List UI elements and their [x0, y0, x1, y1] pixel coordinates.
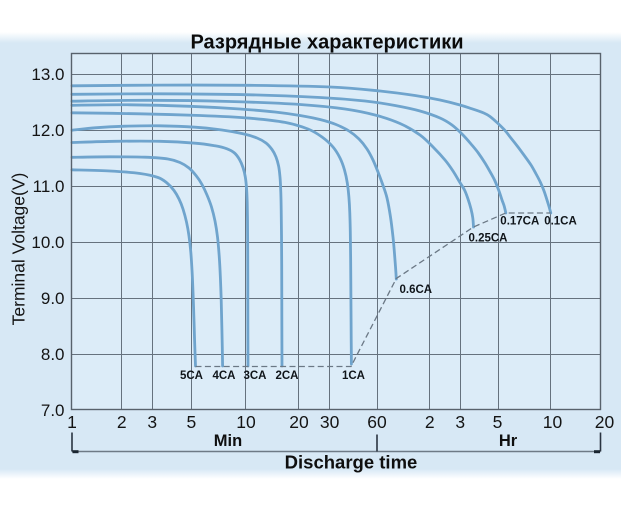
svg-text:3: 3: [147, 412, 157, 432]
svg-text:2: 2: [425, 412, 435, 432]
svg-text:10: 10: [543, 412, 563, 432]
svg-text:3CA: 3CA: [243, 370, 266, 382]
svg-text:5: 5: [493, 412, 503, 432]
svg-text:1: 1: [67, 412, 77, 432]
svg-text:Hr: Hr: [499, 432, 518, 450]
svg-text:2CA: 2CA: [275, 370, 298, 382]
svg-text:5CA: 5CA: [180, 370, 203, 382]
svg-text:20: 20: [595, 412, 615, 432]
svg-text:8.0: 8.0: [41, 345, 65, 364]
svg-text:7.0: 7.0: [41, 401, 65, 420]
svg-text:3: 3: [455, 412, 465, 432]
svg-text:20: 20: [289, 412, 309, 432]
svg-text:Min: Min: [214, 432, 242, 450]
svg-text:2: 2: [117, 412, 127, 432]
svg-text:60: 60: [367, 412, 387, 432]
svg-text:0.17CA: 0.17CA: [500, 216, 539, 228]
svg-text:11.0: 11.0: [33, 177, 65, 196]
svg-text:1CA: 1CA: [342, 370, 365, 382]
svg-text:0.25CA: 0.25CA: [469, 233, 508, 245]
svg-text:30: 30: [320, 412, 340, 432]
svg-text:Discharge time: Discharge time: [285, 452, 418, 473]
svg-text:12.0: 12.0: [31, 121, 64, 140]
svg-text:13.0: 13.0: [31, 65, 64, 84]
svg-text:Terminal Voltage(V): Terminal Voltage(V): [9, 173, 29, 326]
svg-text:5: 5: [187, 412, 197, 432]
svg-text:Разрядные характеристики: Разрядные характеристики: [190, 32, 463, 54]
svg-text:10.0: 10.0: [31, 233, 64, 252]
svg-text:4CA: 4CA: [212, 370, 235, 382]
svg-text:0.6CA: 0.6CA: [400, 284, 433, 296]
svg-text:9.0: 9.0: [41, 289, 65, 308]
svg-text:10: 10: [236, 412, 256, 432]
svg-text:0.1CA: 0.1CA: [544, 216, 577, 228]
